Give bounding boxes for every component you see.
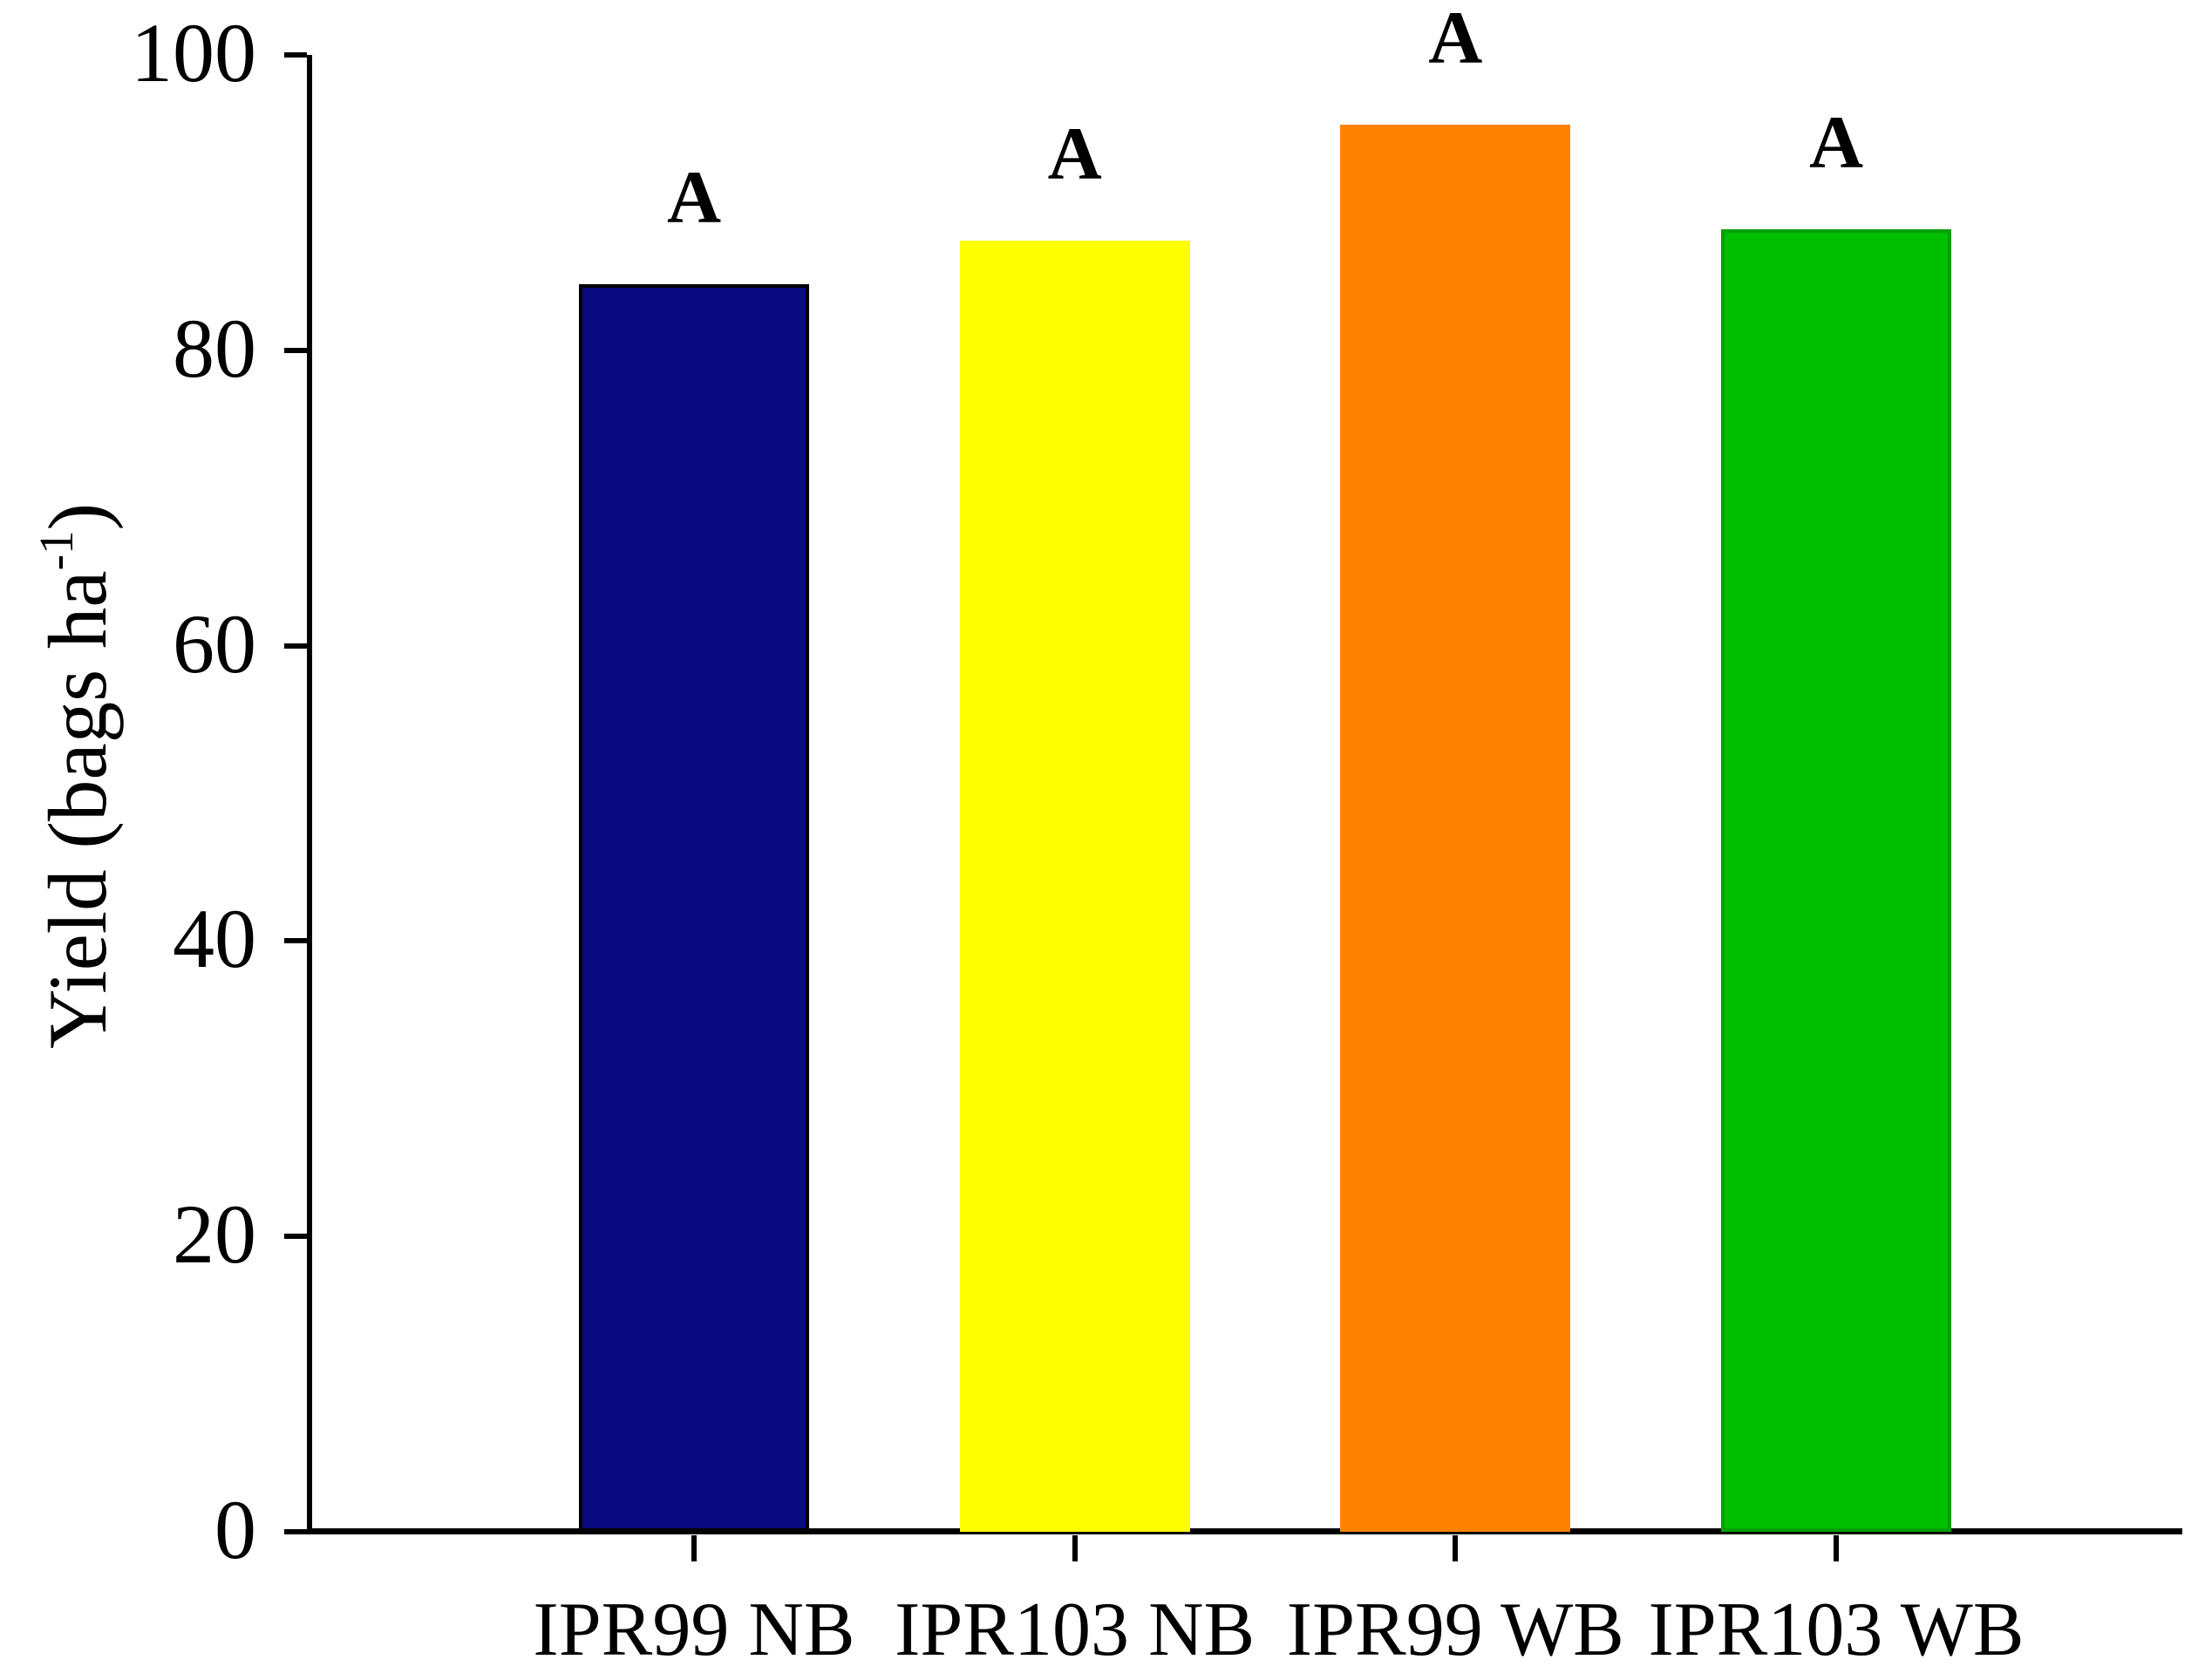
y-tick-label-20: 20 — [173, 1187, 256, 1282]
x-tick-ipr99-wb — [1453, 1535, 1459, 1561]
x-tick-label-ipr103-nb: IPR103 NB — [895, 1588, 1256, 1672]
significance-label-ipr99-nb: A — [666, 154, 722, 239]
y-tick-label-0: 0 — [214, 1483, 256, 1576]
y-tick-0 — [284, 1529, 307, 1534]
y-axis-title-close: ) — [31, 502, 124, 531]
y-tick-40 — [284, 938, 307, 944]
y-tick-label-60: 60 — [173, 596, 256, 690]
bar-ipr103-nb — [959, 241, 1190, 1532]
x-tick-label-ipr99-nb: IPR99 NB — [533, 1588, 855, 1672]
x-tick-label-ipr99-wb: IPR99 WB — [1286, 1588, 1624, 1672]
significance-label-ipr103-wb: A — [1808, 99, 1864, 184]
bar-ipr99-wb — [1340, 124, 1571, 1532]
y-tick-80 — [284, 347, 307, 353]
x-tick-ipr103-nb — [1072, 1535, 1078, 1561]
bar-ipr99-nb — [579, 283, 809, 1532]
significance-label-ipr99-wb: A — [1428, 0, 1483, 79]
y-tick-label-100: 100 — [131, 6, 256, 99]
y-axis-title-superscript: -1 — [30, 530, 83, 571]
y-tick-label-80: 80 — [173, 301, 256, 395]
x-tick-ipr103-wb — [1834, 1535, 1839, 1561]
x-axis-line — [307, 1528, 2182, 1534]
x-tick-ipr99-nb — [691, 1535, 697, 1561]
y-axis-line — [307, 55, 312, 1532]
y-tick-label-40: 40 — [173, 892, 256, 986]
x-tick-label-ipr103-wb: IPR103 WB — [1648, 1588, 2024, 1672]
bar-ipr103-wb — [1721, 228, 1951, 1532]
y-tick-20 — [284, 1234, 307, 1240]
significance-label-ipr103-nb: A — [1047, 112, 1102, 196]
y-tick-60 — [284, 643, 307, 649]
y-tick-100 — [284, 52, 307, 58]
